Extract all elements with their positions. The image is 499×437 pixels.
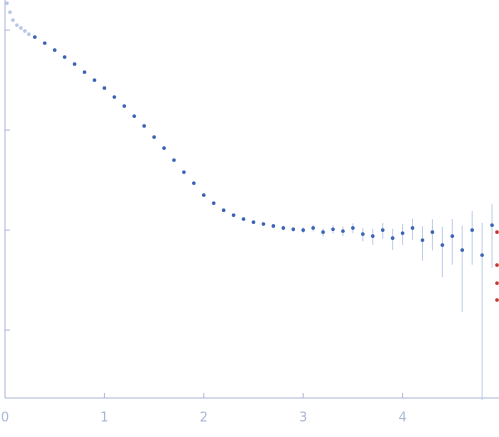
data-point xyxy=(490,223,494,227)
data-point xyxy=(291,227,296,232)
data-point xyxy=(251,220,256,224)
data-point xyxy=(495,263,499,267)
data-point xyxy=(301,228,305,232)
data-point xyxy=(331,227,335,232)
data-point xyxy=(152,135,156,139)
data-point xyxy=(495,298,499,302)
data-point xyxy=(182,170,186,174)
data-point xyxy=(261,222,266,226)
data-point xyxy=(142,124,146,128)
data-point xyxy=(450,234,455,238)
data-point xyxy=(52,48,57,52)
data-point xyxy=(162,146,166,150)
data-point xyxy=(311,226,315,230)
data-point xyxy=(271,224,276,228)
data-point xyxy=(72,62,77,66)
data-point xyxy=(361,232,365,236)
data-point xyxy=(11,18,15,22)
data-point xyxy=(132,114,137,118)
data-point xyxy=(400,231,405,235)
x-tick-label: 3 xyxy=(299,411,307,426)
data-point xyxy=(470,228,474,232)
x-tick-label: 0 xyxy=(1,411,9,426)
data-point xyxy=(351,226,355,230)
data-point xyxy=(172,158,176,162)
x-tick-label: 4 xyxy=(398,411,406,426)
data-point xyxy=(92,78,97,82)
data-point xyxy=(410,226,415,230)
data-point xyxy=(370,234,375,238)
data-point xyxy=(122,104,127,108)
data-point xyxy=(231,213,236,217)
data-point xyxy=(460,248,465,252)
data-point xyxy=(192,181,196,185)
data-point xyxy=(8,10,12,15)
data-point xyxy=(321,230,325,234)
x-tick-label: 1 xyxy=(100,411,108,426)
data-point xyxy=(440,243,445,247)
data-point xyxy=(82,70,87,74)
data-point xyxy=(201,193,206,197)
data-point xyxy=(390,236,395,240)
data-point xyxy=(495,230,499,234)
data-point xyxy=(27,32,31,36)
data-point xyxy=(341,229,345,233)
data-point xyxy=(420,238,425,242)
data-point xyxy=(33,35,37,39)
data-point xyxy=(480,253,484,257)
data-point xyxy=(241,217,246,221)
data-point xyxy=(211,201,216,205)
data-point xyxy=(112,95,117,99)
data-point xyxy=(380,228,385,232)
data-point xyxy=(281,226,286,230)
data-point xyxy=(19,26,23,30)
data-point xyxy=(430,230,435,234)
data-point xyxy=(15,23,19,27)
data-point xyxy=(62,55,67,59)
data-point xyxy=(42,41,47,45)
data-point xyxy=(495,281,499,285)
data-point xyxy=(102,86,107,90)
data-point xyxy=(23,29,27,33)
data-point xyxy=(221,208,226,213)
data-point xyxy=(5,1,9,5)
x-tick-label: 2 xyxy=(200,411,208,426)
